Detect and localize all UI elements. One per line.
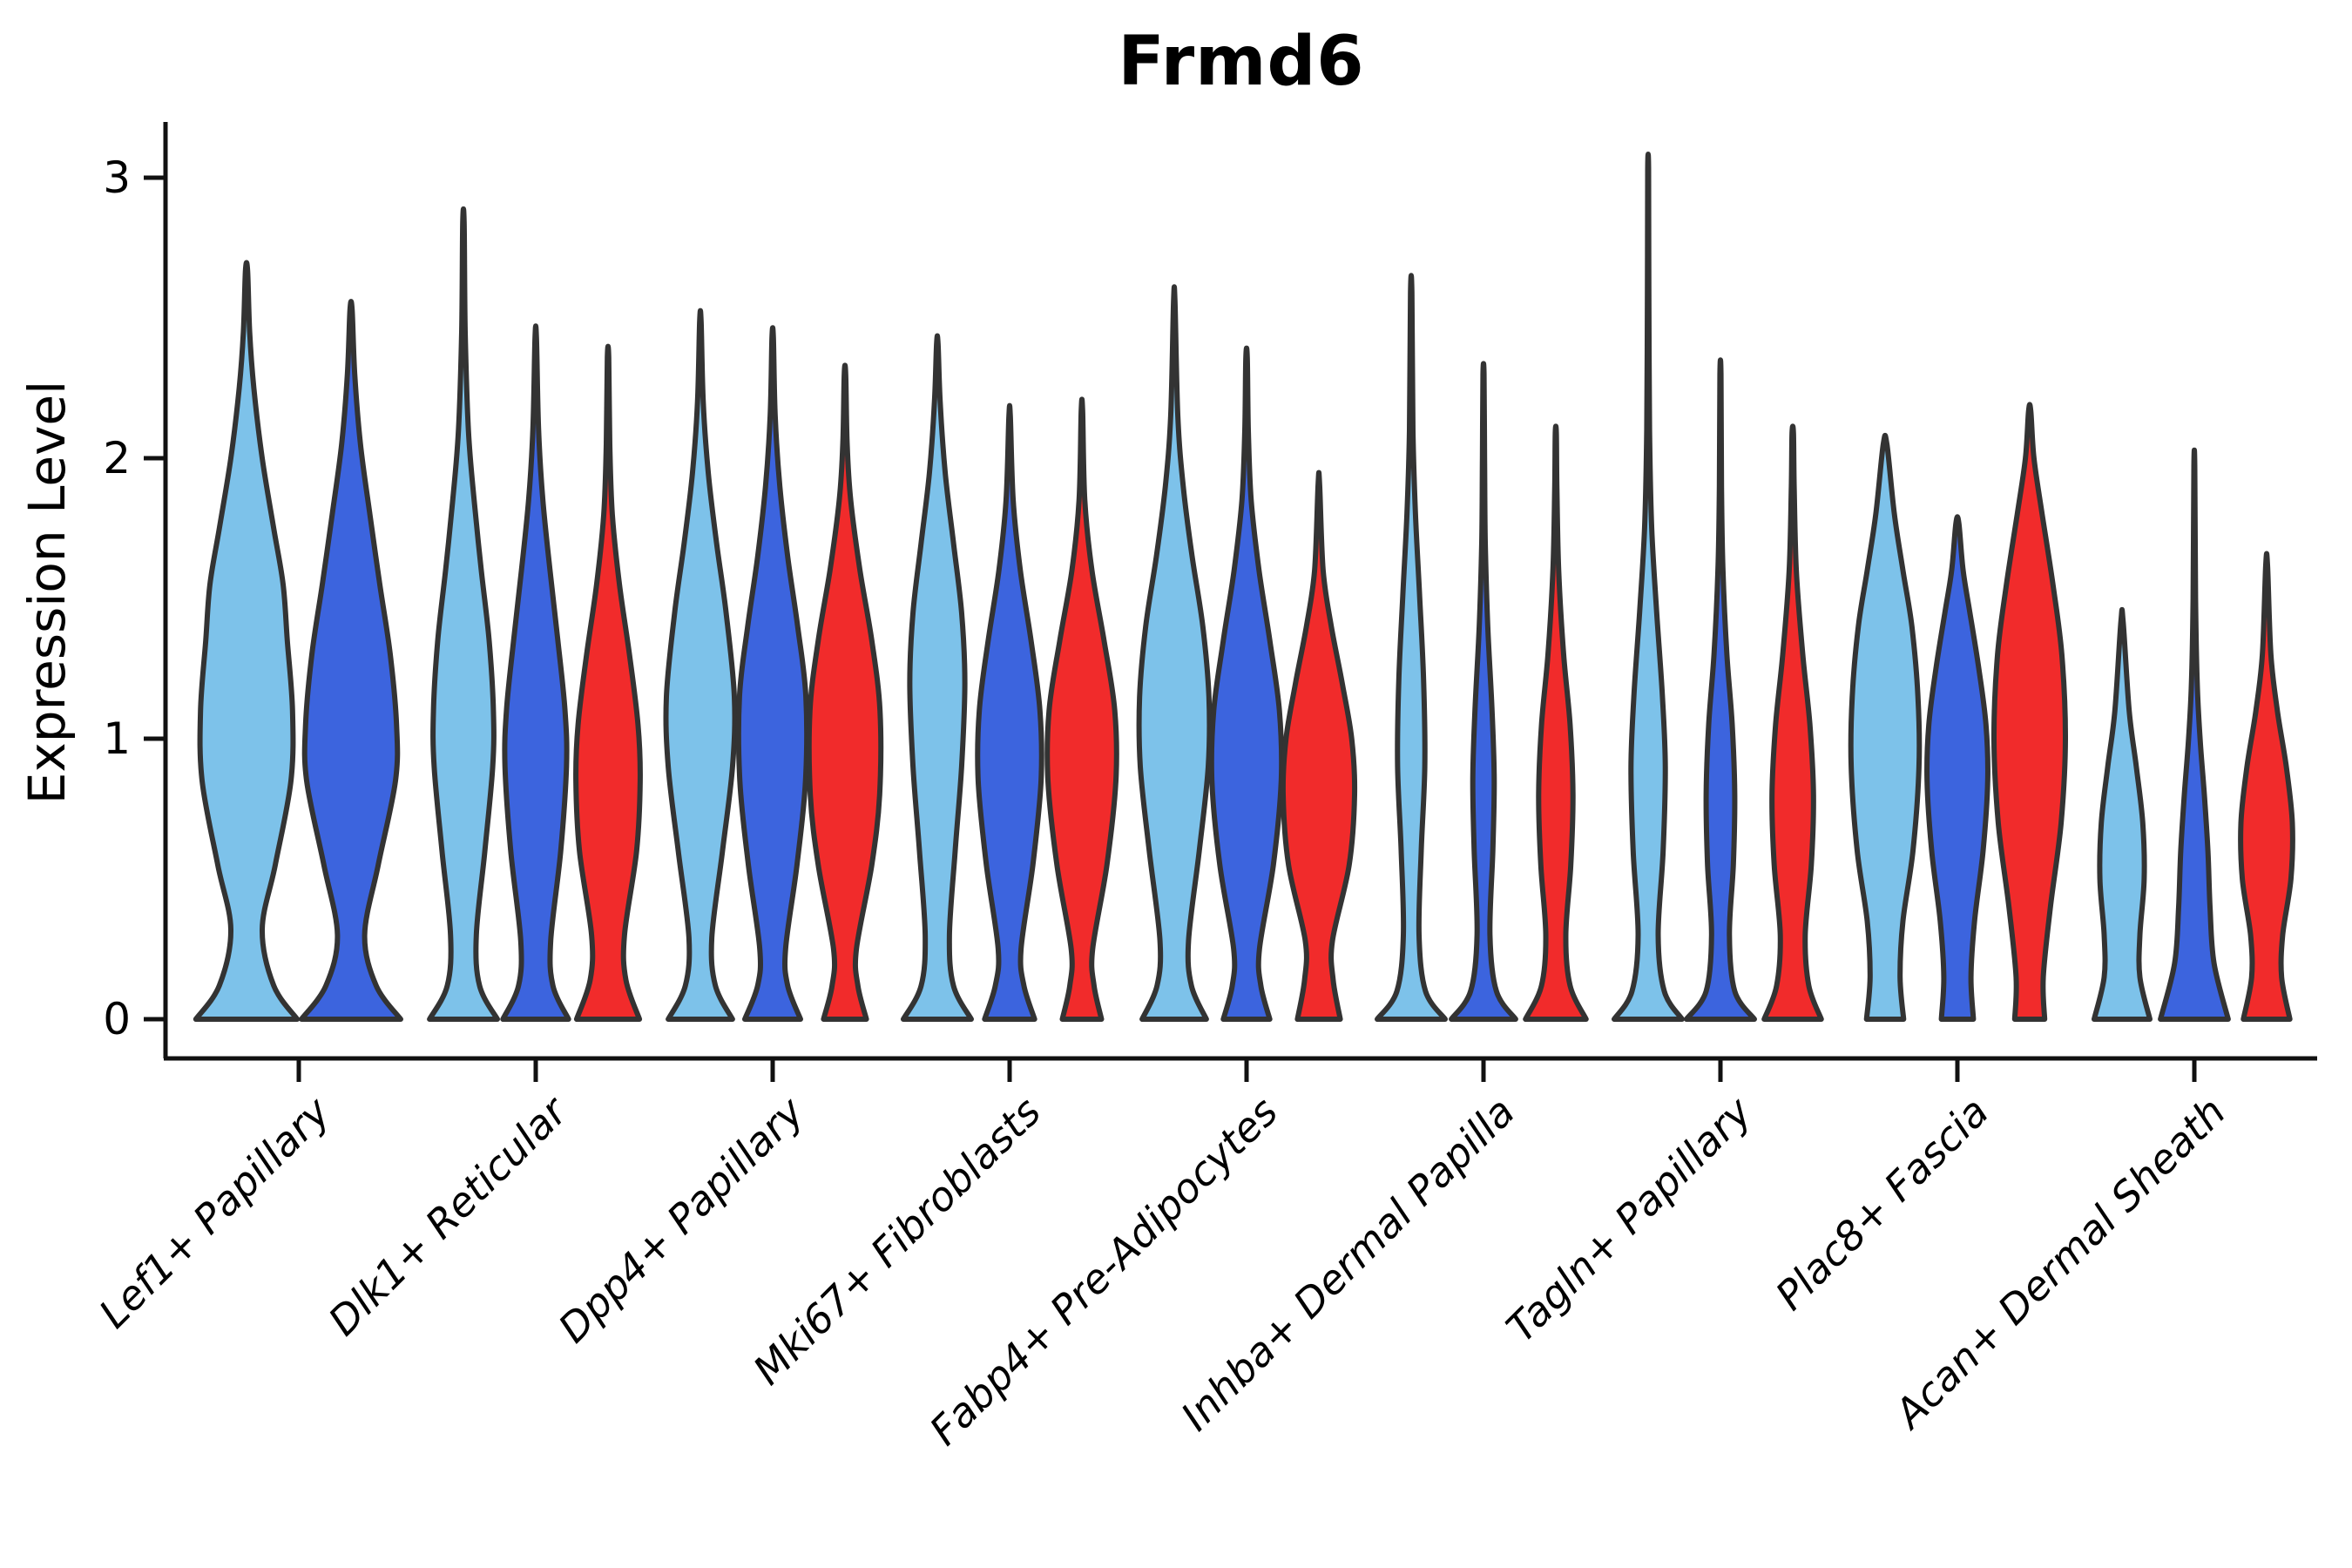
violin-3-2 bbox=[1044, 396, 1119, 1022]
violin-1-1 bbox=[500, 323, 571, 1022]
violin-5-2 bbox=[1523, 423, 1589, 1022]
violin-6-1 bbox=[1684, 357, 1757, 1022]
violin-8-0 bbox=[2092, 606, 2153, 1022]
violin-2-0 bbox=[663, 308, 738, 1022]
violin-4-0 bbox=[1136, 284, 1213, 1022]
violin-5-1 bbox=[1449, 361, 1518, 1022]
violin-1-0 bbox=[427, 206, 500, 1022]
violin-7-1 bbox=[1924, 514, 1990, 1022]
violin-2-2 bbox=[806, 362, 884, 1022]
violin-4-2 bbox=[1280, 470, 1358, 1022]
x-tick-label-7: Plac8+ Fascia bbox=[1767, 1088, 1997, 1319]
y-tick-label: 2 bbox=[103, 433, 131, 483]
violin-8-1 bbox=[2158, 447, 2231, 1022]
violin-2-1 bbox=[735, 325, 810, 1022]
x-tick-label-0: Lef1+ Papillary bbox=[90, 1087, 339, 1336]
violin-5-0 bbox=[1375, 273, 1448, 1022]
violin-3-0 bbox=[901, 333, 974, 1022]
violin-6-0 bbox=[1612, 152, 1685, 1022]
y-tick-label: 1 bbox=[103, 713, 131, 764]
violin-7-0 bbox=[1848, 432, 1923, 1022]
violin-6-2 bbox=[1761, 423, 1824, 1022]
x-tick-label-1: Dlk1+ Reticular bbox=[319, 1086, 578, 1345]
violin-3-1 bbox=[975, 402, 1044, 1022]
chart-title: Frmd6 bbox=[1118, 23, 1365, 101]
violin-8-2 bbox=[2238, 551, 2295, 1022]
y-tick-label: 3 bbox=[103, 152, 131, 203]
violin-0-1 bbox=[299, 299, 403, 1022]
x-tick-label-6: Tagln+ Papillary bbox=[1497, 1087, 1761, 1351]
violin-4-1 bbox=[1208, 345, 1285, 1022]
violin-7-2 bbox=[1990, 402, 2069, 1022]
violin-1-2 bbox=[573, 343, 643, 1022]
y-tick-label: 0 bbox=[103, 994, 131, 1044]
x-tick-label-2: Dpp4+ Papillary bbox=[549, 1087, 813, 1351]
violin-0-0 bbox=[193, 260, 301, 1022]
